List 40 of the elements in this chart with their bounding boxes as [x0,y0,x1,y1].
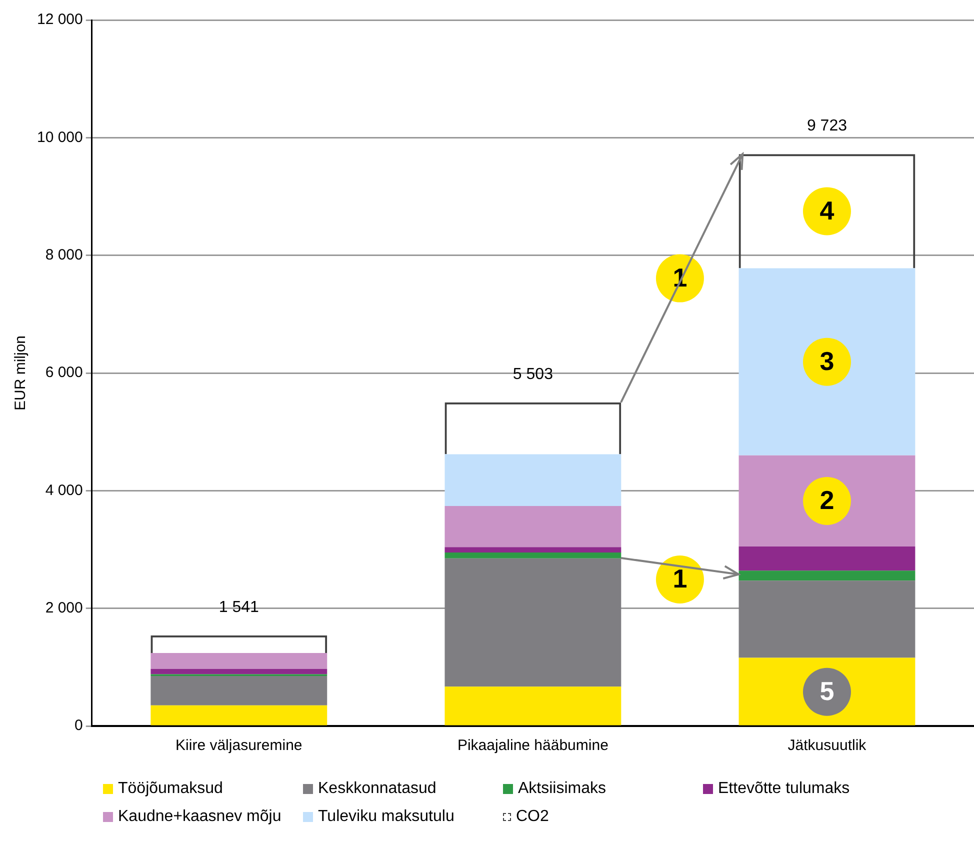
x-tick-label: Jätkusuutlik [788,737,867,754]
bar [150,668,328,674]
total-label: 1 541 [218,598,260,616]
legend-label: Kaudne+kaasnev mõju [118,808,282,826]
bar [444,686,622,726]
bar [444,552,622,558]
legend-label: Keskkonnatasud [318,780,436,798]
annotation: 1 [672,564,688,594]
bar [444,454,622,506]
bar [444,558,622,687]
x-tick-label: Kiire väljasuremine [176,737,302,754]
bar [738,570,916,581]
y-tick-label: 6 000 [45,364,83,382]
legend-label: CO2 [516,808,549,826]
annotation: 4 [820,195,835,226]
y-tick-label: 0 [74,717,83,734]
y-tick-label: 4 000 [45,482,83,499]
legend-label: Ettevõtte tulumaks [718,780,850,798]
total-label: 5 503 [512,366,554,383]
bar [150,705,328,726]
bar [150,653,328,669]
x-tick-label: Pikaajaline hääbumine [457,737,608,754]
bar [738,268,916,456]
bar [738,580,916,658]
legend-label: Tuleviku maksutulu [318,808,454,826]
bar [444,506,622,548]
annotation: 5 [820,676,834,706]
y-tick-label: 8 000 [45,246,83,264]
legend-label: Tööjõumaksud [118,780,223,798]
annotation: 3 [820,346,834,376]
bar [444,547,622,552]
bar [150,676,328,706]
y-tick-label: 2 000 [45,599,83,616]
y-tick-label: 12 000 [36,11,83,28]
annotation: 2 [820,485,834,516]
total-label: 9 723 [806,118,848,135]
legend-label: Aktsiisimaks [518,780,606,798]
y-axis-title: EUR miljon [12,335,30,411]
bar [738,546,916,571]
y-tick-label: 10 000 [36,128,83,146]
